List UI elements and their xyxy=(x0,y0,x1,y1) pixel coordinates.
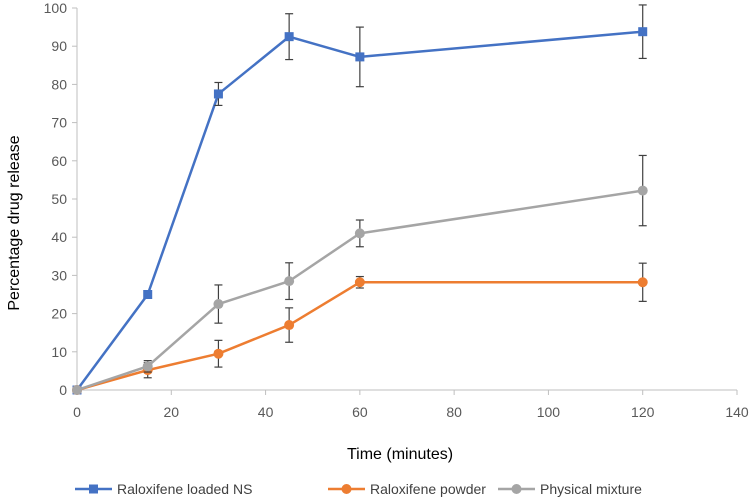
data-point xyxy=(142,361,153,372)
data-point xyxy=(284,320,295,331)
x-tick-label: 120 xyxy=(631,404,655,420)
y-tick-label: 0 xyxy=(59,382,67,398)
x-axis-ticks: 0 20 40 60 80 100 120 140 xyxy=(73,390,749,420)
data-point xyxy=(213,348,224,359)
series-line xyxy=(76,189,643,392)
x-tick-label: 20 xyxy=(163,404,179,420)
data-point xyxy=(284,276,295,287)
x-tick-label: 140 xyxy=(725,404,749,420)
data-point xyxy=(354,228,365,239)
y-tick-label: 60 xyxy=(51,153,67,169)
legend-label: Raloxifene loaded NS xyxy=(117,481,252,497)
y-tick-label: 30 xyxy=(51,267,67,283)
y-tick-label: 10 xyxy=(51,344,67,360)
legend-item-1: Raloxifene powder xyxy=(328,481,486,497)
y-tick-label: 50 xyxy=(51,191,67,207)
legend-item-2: Physical mixture xyxy=(498,481,642,497)
data-point xyxy=(72,385,82,395)
legend-marker xyxy=(511,484,522,494)
y-axis-title: Percentage drug release xyxy=(6,135,23,310)
y-tick-label: 40 xyxy=(51,229,67,245)
data-point xyxy=(637,185,648,196)
y-tick-label: 80 xyxy=(51,76,67,92)
data-point xyxy=(637,277,648,288)
y-tick-label: 90 xyxy=(51,38,67,54)
x-tick-label: 40 xyxy=(258,404,274,420)
series-line xyxy=(75,30,643,391)
legend: Raloxifene loaded NS Raloxifene powder Phy… xyxy=(75,481,642,497)
legend-item-0: Raloxifene loaded NS xyxy=(75,481,252,497)
data-point xyxy=(355,52,365,62)
y-tick-label: 70 xyxy=(51,115,67,131)
data-point xyxy=(354,277,365,288)
legend-marker xyxy=(89,484,98,494)
series-line xyxy=(76,281,643,392)
y-tick-label: 100 xyxy=(44,0,68,16)
x-tick-label: 60 xyxy=(352,404,368,420)
series-2 xyxy=(72,154,648,395)
legend-label: Physical mixture xyxy=(540,481,642,497)
data-point xyxy=(143,290,153,299)
y-tick-label: 20 xyxy=(51,306,67,322)
series-0 xyxy=(72,4,648,395)
x-tick-label: 100 xyxy=(537,404,561,420)
data-point xyxy=(213,89,223,99)
x-tick-label: 0 xyxy=(73,404,81,420)
data-point xyxy=(213,299,224,310)
x-tick-label: 80 xyxy=(446,404,462,420)
data-point xyxy=(284,32,294,42)
data-point xyxy=(638,27,648,37)
y-axis-ticks: 0 10 20 30 40 50 60 70 80 90 100 xyxy=(44,0,77,398)
legend-marker xyxy=(341,484,352,494)
series-layer xyxy=(72,4,648,395)
legend-label: Raloxifene powder xyxy=(370,481,486,497)
x-axis-title: Time (minutes) xyxy=(347,446,453,463)
series-1 xyxy=(72,262,648,395)
